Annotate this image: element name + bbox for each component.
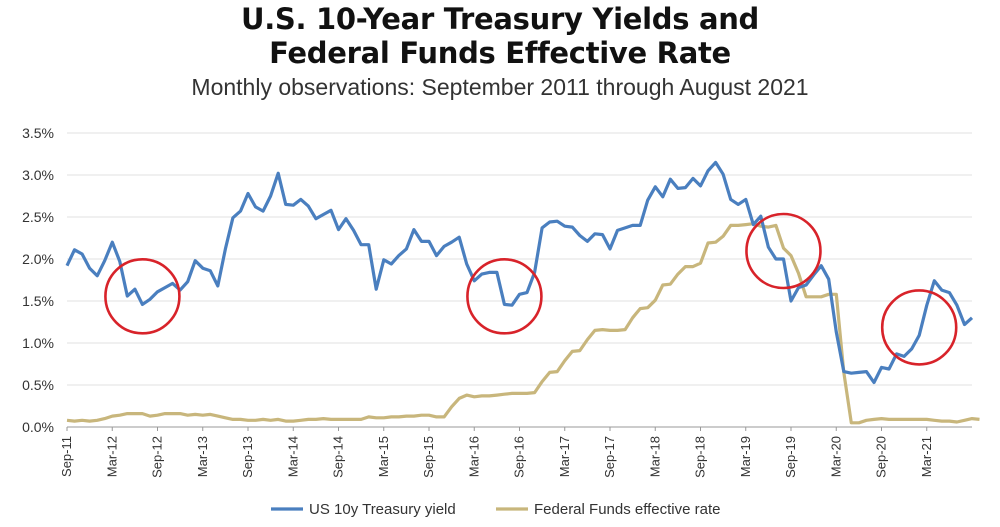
legend-label: US 10y Treasury yield xyxy=(309,501,456,518)
x-tick-label: Mar-18 xyxy=(647,436,662,477)
x-tick-label: Sep-19 xyxy=(783,436,798,478)
y-axis-ticks: 0.0% 0.5% 1.0% 1.5% 2.0% 2.5% 3.0% 3.5% xyxy=(22,125,54,435)
series-line-fed-funds-rate xyxy=(66,222,980,425)
y-tick-label: 0.5% xyxy=(22,377,54,393)
y-tick-label: 0.0% xyxy=(22,419,54,435)
x-tick-label: Sep-17 xyxy=(602,436,617,478)
chart-title-line-1: U.S. 10-Year Treasury Yields and xyxy=(240,2,760,36)
x-tick-label: Mar-12 xyxy=(104,436,119,477)
highlight-circle xyxy=(466,258,543,335)
highlight-circle xyxy=(745,212,822,290)
x-tick-label: Mar-13 xyxy=(195,436,210,477)
x-tick-label: Sep-18 xyxy=(693,436,708,478)
series-lines xyxy=(65,160,980,425)
legend: US 10y Treasury yield Federal Funds effec… xyxy=(271,501,721,518)
series-line-treasury-yield xyxy=(65,160,974,385)
y-tick-label: 2.0% xyxy=(22,251,54,267)
x-tick-label: Mar-21 xyxy=(919,436,934,477)
x-tick-label: Sep-13 xyxy=(240,436,255,478)
y-tick-label: 3.0% xyxy=(22,167,54,183)
highlight-circles xyxy=(104,212,958,366)
x-tick-label: Mar-15 xyxy=(376,436,391,477)
y-tick-label: 2.5% xyxy=(22,209,54,225)
highlight-circle xyxy=(104,258,181,335)
y-tick-label: 3.5% xyxy=(22,125,54,141)
y-tick-label: 1.0% xyxy=(22,335,54,351)
x-axis-ticks: Sep-11 Mar-12 Sep-12 Mar-13 Sep-13 Mar-14 Sep-… xyxy=(59,427,934,478)
legend-label: Federal Funds effective rate xyxy=(534,501,721,518)
x-tick-label: Sep-20 xyxy=(874,436,889,478)
x-tick-label: Mar-17 xyxy=(557,436,572,477)
gridlines xyxy=(67,132,972,428)
chart-subtitle: Monthly observations: September 2011 thr… xyxy=(191,74,809,100)
x-tick-label: Sep-14 xyxy=(331,436,346,478)
x-tick-label: Sep-16 xyxy=(512,436,527,478)
x-tick-label: Mar-20 xyxy=(828,436,843,477)
y-tick-label: 1.5% xyxy=(22,293,54,309)
x-tick-label: Mar-19 xyxy=(738,436,753,477)
x-tick-label: Sep-15 xyxy=(421,436,436,478)
x-tick-label: Sep-12 xyxy=(150,436,165,478)
x-tick-label: Mar-16 xyxy=(466,436,481,477)
chart-title-line-2: Federal Funds Effective Rate xyxy=(269,36,731,70)
x-tick-label: Mar-14 xyxy=(285,436,300,477)
x-tick-label: Sep-11 xyxy=(59,436,74,477)
highlight-circle xyxy=(880,289,958,366)
